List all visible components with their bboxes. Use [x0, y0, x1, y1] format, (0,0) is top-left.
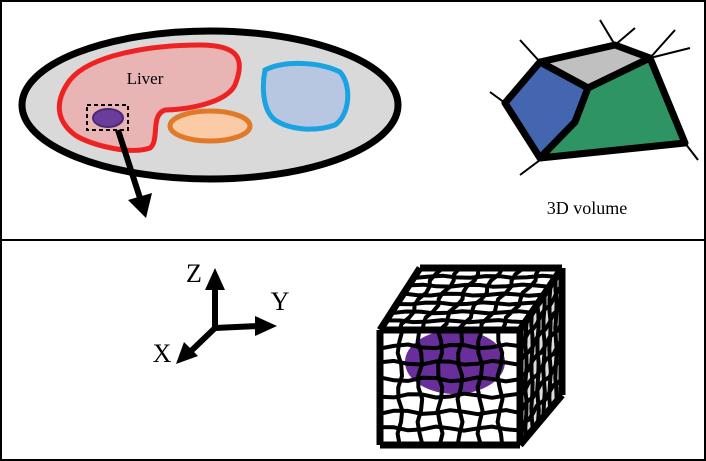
- arrow-shaft: [115, 129, 143, 199]
- mesh-line: [517, 392, 565, 448]
- y-label: Y: [271, 287, 290, 316]
- mesh-line: [495, 329, 505, 446]
- mesh-line: [379, 424, 521, 433]
- mesh-line: [529, 312, 535, 430]
- organ-orange: [167, 108, 253, 144]
- liver-label: Liver: [127, 69, 164, 88]
- volume-right: [536, 54, 689, 162]
- mesh-line: [541, 293, 547, 418]
- volume-spikes: [489, 19, 699, 176]
- mesh-line: [379, 358, 521, 367]
- z-label: Z: [186, 259, 202, 288]
- roi-box: [86, 104, 129, 131]
- mesh-line: [413, 273, 557, 280]
- mesh-line: [420, 266, 462, 331]
- z-head: [205, 268, 225, 290]
- axes: [187, 285, 259, 355]
- volume-label: 3D volume: [547, 198, 628, 218]
- tumor: [92, 108, 124, 128]
- arrow-head: [128, 193, 152, 218]
- mesh-line: [415, 329, 425, 446]
- organ-blue: [260, 60, 351, 132]
- mesh-cube: [376, 264, 566, 449]
- mesh-line: [455, 329, 465, 446]
- mesh-line: [386, 318, 526, 325]
- mesh-line: [518, 377, 564, 429]
- x-head: [176, 342, 198, 364]
- mesh-line: [379, 408, 521, 417]
- mesh-line: [456, 267, 505, 332]
- y-head: [255, 316, 277, 336]
- mesh-line: [395, 329, 405, 446]
- x-label: X: [153, 339, 172, 368]
- mesh-line: [396, 300, 539, 307]
- mesh-line: [379, 391, 521, 400]
- mesh-line: [408, 282, 550, 289]
- mesh-line: [379, 342, 521, 351]
- mesh-line: [475, 329, 485, 446]
